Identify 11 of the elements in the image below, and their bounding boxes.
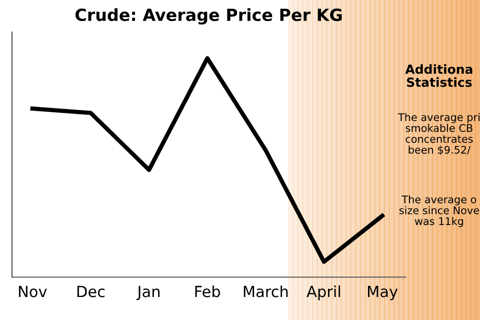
- annotation: Additiona Statistics: [405, 64, 472, 87]
- annotation: The average o size since Nove was 11kg: [399, 195, 479, 228]
- annotation: The average pri smokable CB concentrates been $9.52/: [398, 113, 480, 156]
- x-tick-label: Nov: [19, 286, 47, 298]
- x-tick-label: Jan: [136, 286, 160, 300]
- x-tick-label: March: [244, 285, 288, 298]
- x-tick-label: Feb: [195, 285, 220, 298]
- x-tick-label: May: [368, 286, 398, 300]
- x-tick-label: April: [306, 285, 340, 300]
- chart-title: Crude: Average Price Per KG: [76, 8, 342, 24]
- x-tick-label: Dec: [77, 286, 105, 298]
